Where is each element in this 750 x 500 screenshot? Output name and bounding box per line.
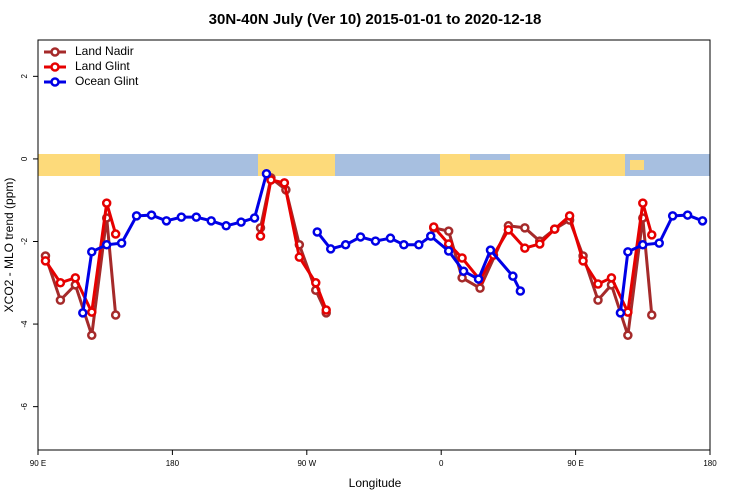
series-point: [399, 240, 409, 250]
series-point: [55, 278, 66, 288]
series-point: [428, 222, 439, 232]
legend-text: Land Nadir: [75, 44, 134, 58]
series-point: [647, 230, 657, 240]
y-tick-label: 2: [20, 74, 29, 79]
series-point: [457, 253, 467, 263]
series-point: [294, 252, 305, 262]
series-point: [549, 224, 560, 234]
y-tick-label: -6: [20, 403, 29, 411]
legend-marker: [50, 47, 60, 57]
series-point: [638, 198, 648, 208]
series-point: [623, 330, 633, 340]
legend-marker: [50, 62, 60, 72]
series-point: [311, 278, 321, 288]
y-axis-label: XCO2 - MLO trend (ppm): [2, 178, 16, 313]
series-point: [87, 307, 97, 317]
x-tick-label: 90 E: [30, 459, 46, 468]
series-point: [623, 247, 633, 257]
series-point: [443, 226, 454, 236]
series-point: [667, 211, 678, 221]
series-point: [221, 221, 231, 231]
series-point: [623, 307, 633, 317]
series-point: [87, 330, 97, 340]
y-tick-label: -4: [20, 320, 29, 328]
series-point: [110, 229, 121, 239]
series-point: [101, 198, 112, 208]
series-point: [279, 178, 290, 188]
series-point: [146, 210, 157, 220]
series-point: [443, 246, 454, 256]
series-point: [131, 211, 142, 221]
series-point: [370, 236, 381, 246]
series-point: [249, 213, 260, 223]
series-point: [593, 295, 603, 305]
series-point: [458, 266, 469, 276]
series-point: [414, 240, 424, 250]
series-point: [116, 238, 127, 248]
series-line: [432, 202, 654, 318]
series-point: [638, 240, 648, 250]
series-point: [101, 240, 112, 250]
series-point: [325, 244, 336, 254]
legend-marker: [50, 77, 60, 87]
series-point: [176, 212, 187, 222]
series-point: [161, 216, 172, 226]
series-point: [255, 231, 266, 241]
series-point: [654, 238, 664, 248]
x-tick-label: 180: [703, 459, 717, 468]
series-point: [385, 233, 396, 243]
series-point: [475, 283, 485, 293]
series-point: [206, 216, 216, 226]
series-point: [503, 225, 514, 235]
series-point: [40, 256, 51, 266]
x-tick-label: 0: [439, 459, 444, 468]
series-point: [78, 308, 88, 318]
series-point: [261, 169, 272, 179]
map-band: [38, 154, 710, 176]
series-point: [606, 273, 617, 283]
series-point: [110, 310, 121, 320]
series-point: [321, 305, 331, 315]
chart-title: 30N-40N July (Ver 10) 2015-01-01 to 2020…: [209, 11, 542, 28]
y-tick-label: -2: [20, 237, 29, 245]
series-point: [578, 256, 588, 266]
plot-frame: [37, 39, 711, 451]
series-point: [55, 295, 66, 305]
x-tick-label: 90 W: [297, 459, 316, 468]
series-point: [508, 271, 518, 281]
series-point: [473, 274, 484, 284]
series-point: [355, 232, 366, 242]
series-point: [647, 310, 657, 320]
legend-text: Ocean Glint: [75, 74, 139, 88]
series-point: [564, 211, 575, 221]
series-point: [615, 308, 626, 318]
x-tick-label: 90 E: [567, 459, 583, 468]
series-point: [520, 223, 530, 233]
series-point: [697, 216, 708, 226]
series-point: [312, 227, 323, 237]
series-point: [485, 245, 496, 255]
series-point: [340, 240, 351, 250]
series-line: [259, 178, 328, 311]
series-point: [535, 239, 545, 249]
x-axis-label: Longitude: [349, 476, 402, 490]
series-point: [191, 212, 202, 222]
series-point: [70, 273, 81, 283]
series-point: [87, 247, 97, 257]
series-point: [425, 231, 436, 241]
series-point: [682, 210, 693, 220]
series-point: [515, 286, 526, 296]
legend-text: Land Glint: [75, 59, 130, 73]
series-point: [520, 243, 530, 253]
series-point: [236, 217, 246, 227]
series-point: [593, 279, 603, 289]
x-tick-label: 180: [166, 459, 180, 468]
y-tick-label: 0: [20, 156, 29, 161]
series-point: [266, 175, 276, 185]
series-line: [44, 202, 118, 318]
